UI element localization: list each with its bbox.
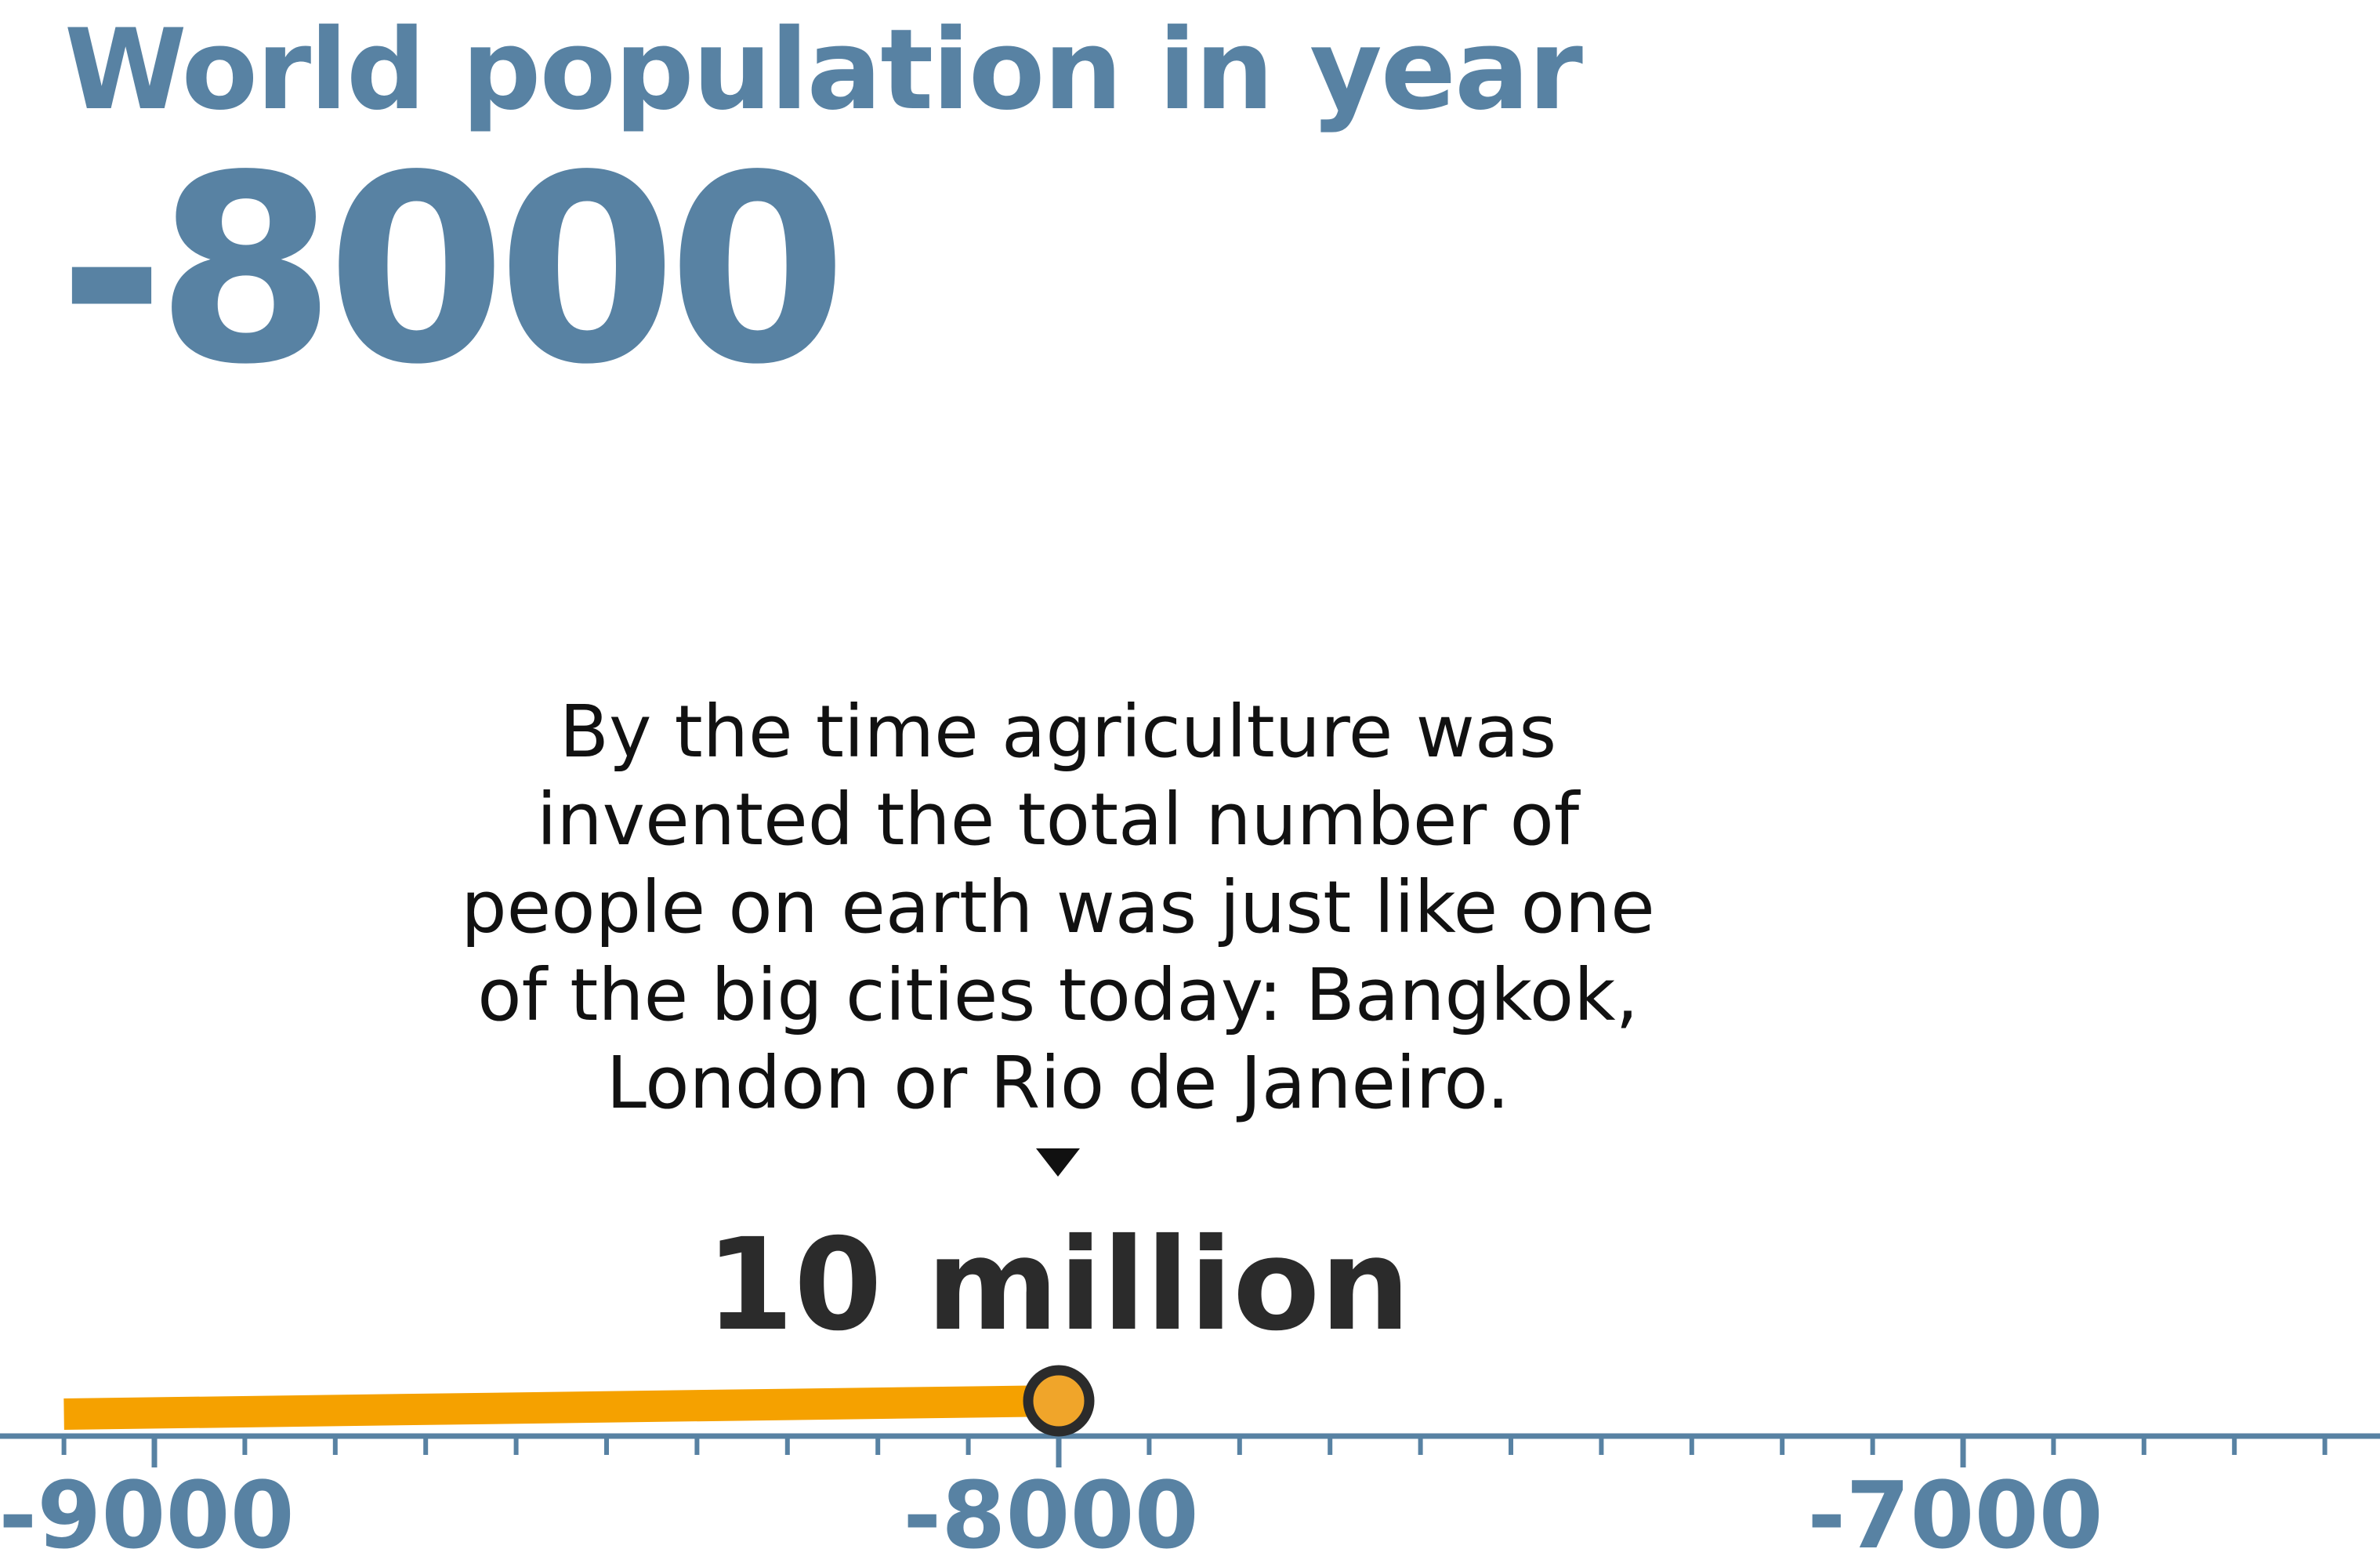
annotation-text: By the time agriculture was invented the…	[431, 688, 1685, 1127]
x-axis: -9000 -8000 -7000	[0, 1433, 2380, 1567]
value-label: 10 million	[705, 1212, 1411, 1359]
annotation-line: London or Rio de Janeiro.	[606, 1041, 1510, 1125]
annotation-line: invented the total number of	[536, 778, 1580, 861]
chart-heading: World population in year	[64, 0, 1583, 141]
x-tick-label: -9000	[0, 1461, 295, 1567]
x-tick-label: -8000	[903, 1461, 1198, 1567]
annotation-pointer-icon	[1036, 1148, 1080, 1177]
annotation-line: people on earth was just like one	[461, 865, 1655, 949]
current-point-marker	[1023, 1365, 1095, 1437]
heading-title: World population in year	[64, 5, 1583, 135]
annotation-line: of the big cities today: Bangkok,	[477, 953, 1639, 1037]
series-layer	[63, 1365, 1095, 1437]
current-year: -8000	[58, 120, 847, 421]
x-tick-label: -7000	[1807, 1461, 2103, 1567]
annotation-line: By the time agriculture was	[559, 690, 1557, 774]
population-line	[63, 1385, 1060, 1430]
